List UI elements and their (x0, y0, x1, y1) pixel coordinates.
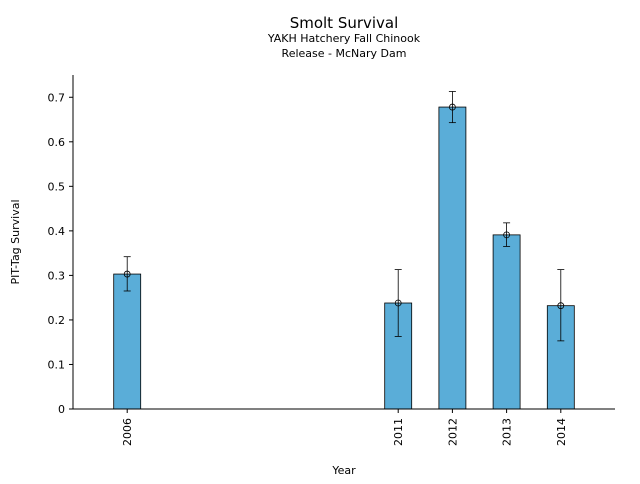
y-tick-label: 0 (58, 403, 65, 416)
y-tick-label: 0.7 (48, 91, 66, 104)
y-tick-label: 0.4 (48, 225, 66, 238)
chart-title: Smolt Survival (290, 14, 399, 32)
x-tick-label: 2006 (121, 418, 134, 446)
point-marker-2006 (123, 270, 131, 278)
y-tick-label: 0.6 (48, 136, 66, 149)
bar-2006 (113, 273, 142, 410)
chart-subtitle-line2: Release - McNary Dam (282, 47, 407, 60)
x-tick-label: 2014 (555, 418, 568, 446)
point-marker-2012 (448, 103, 456, 111)
x-tick-label: 2011 (392, 418, 405, 446)
y-tick-label: 0.5 (48, 180, 66, 193)
bar-2013 (492, 234, 521, 410)
bar-2012 (438, 106, 467, 410)
y-tick-label: 0.1 (48, 358, 66, 371)
y-axis-label: PIT-Tag Survival (9, 199, 22, 284)
point-marker-2014 (557, 302, 565, 310)
x-tick-label: 2013 (501, 418, 514, 446)
y-tick-label: 0.3 (48, 269, 66, 282)
point-marker-2013 (503, 231, 511, 239)
chart-subtitle-line1: YAKH Hatchery Fall Chinook (267, 32, 421, 45)
y-tick-label: 0.2 (48, 314, 66, 327)
plot-area (113, 91, 575, 410)
point-marker-2011 (394, 299, 402, 307)
x-axis-label: Year (331, 464, 356, 477)
x-tick-label: 2012 (446, 418, 459, 446)
